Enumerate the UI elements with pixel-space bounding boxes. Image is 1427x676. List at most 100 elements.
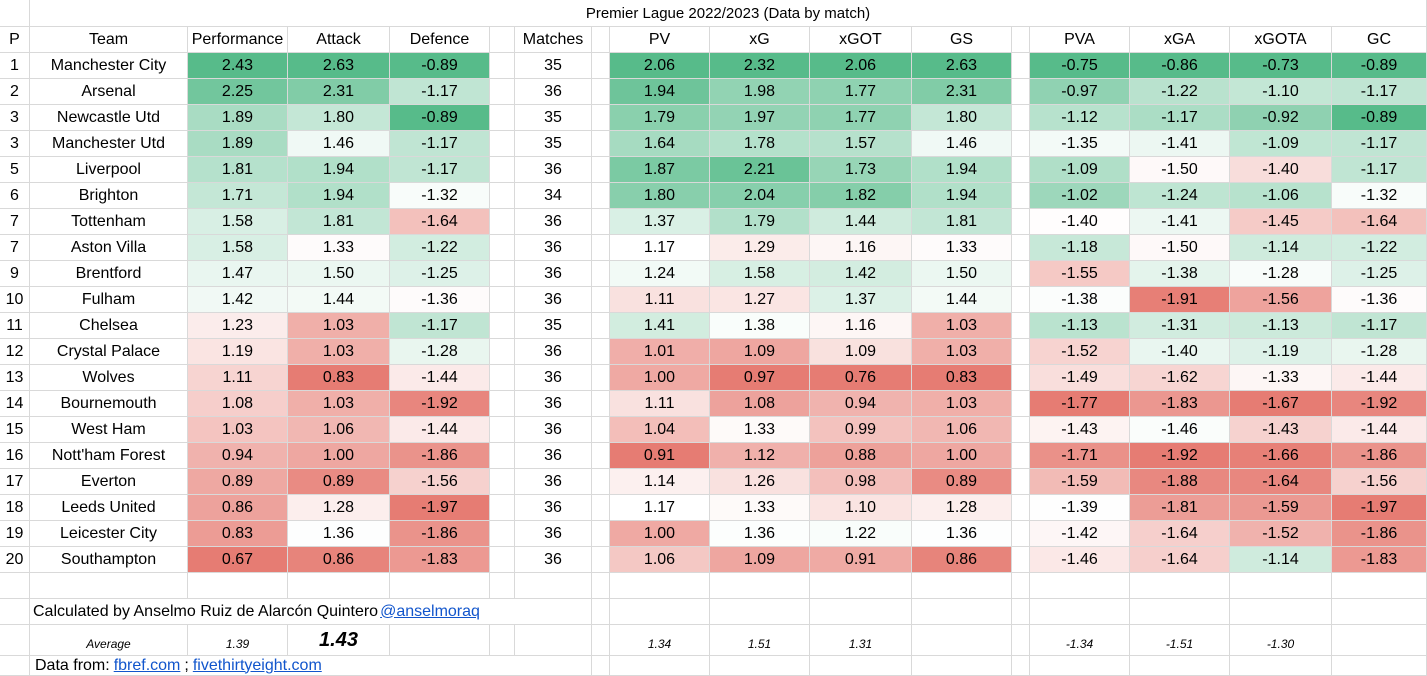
row-2-pv[interactable]: 1.94 xyxy=(610,79,710,105)
row-18-team[interactable]: Leeds United xyxy=(30,495,188,521)
empty-cell[interactable] xyxy=(1012,625,1030,656)
row-19-team[interactable]: Leicester City xyxy=(30,521,188,547)
row-9-xgota[interactable]: -1.28 xyxy=(1230,261,1332,287)
row-4-gc[interactable]: -1.17 xyxy=(1332,131,1427,157)
empty-cell[interactable] xyxy=(1230,599,1332,625)
empty-cell[interactable] xyxy=(390,573,490,599)
row-19-attack[interactable]: 1.36 xyxy=(288,521,390,547)
corner-cell[interactable] xyxy=(0,0,30,27)
gap-cell[interactable] xyxy=(592,287,610,313)
gap-cell[interactable] xyxy=(490,547,515,573)
gap-cell[interactable] xyxy=(592,261,610,287)
row-20-pos[interactable]: 20 xyxy=(0,547,30,573)
row-1-xgota[interactable]: -0.73 xyxy=(1230,53,1332,79)
gap-cell[interactable] xyxy=(1012,79,1030,105)
row-20-attack[interactable]: 0.86 xyxy=(288,547,390,573)
row-13-xg[interactable]: 0.97 xyxy=(710,365,810,391)
hdr-xg[interactable]: xG xyxy=(710,27,810,53)
row-18-pv[interactable]: 1.17 xyxy=(610,495,710,521)
row-3-pva[interactable]: -1.12 xyxy=(1030,105,1130,131)
empty-cell[interactable] xyxy=(1012,573,1030,599)
row-18-xga[interactable]: -1.81 xyxy=(1130,495,1230,521)
row-20-performance[interactable]: 0.67 xyxy=(188,547,288,573)
row-3-attack[interactable]: 1.80 xyxy=(288,105,390,131)
row-15-defence[interactable]: -1.44 xyxy=(390,417,490,443)
row-16-gc[interactable]: -1.86 xyxy=(1332,443,1427,469)
row-19-performance[interactable]: 0.83 xyxy=(188,521,288,547)
row-4-xg[interactable]: 1.78 xyxy=(710,131,810,157)
row-12-gs[interactable]: 1.03 xyxy=(912,339,1012,365)
empty-cell[interactable] xyxy=(912,573,1012,599)
row-8-gs[interactable]: 1.33 xyxy=(912,235,1012,261)
row-17-pv[interactable]: 1.14 xyxy=(610,469,710,495)
gap-cell[interactable] xyxy=(490,365,515,391)
row-11-attack[interactable]: 1.03 xyxy=(288,313,390,339)
gap-cell[interactable] xyxy=(1012,469,1030,495)
gap-cell[interactable] xyxy=(592,131,610,157)
row-6-xgota[interactable]: -1.06 xyxy=(1230,183,1332,209)
row-15-xgot[interactable]: 0.99 xyxy=(810,417,912,443)
empty-cell[interactable] xyxy=(0,573,30,599)
row-11-team[interactable]: Chelsea xyxy=(30,313,188,339)
gap-cell[interactable] xyxy=(592,443,610,469)
empty-cell[interactable] xyxy=(592,656,610,676)
row-9-matches[interactable]: 36 xyxy=(515,261,592,287)
empty-cell[interactable] xyxy=(1230,656,1332,676)
hdr-defence[interactable]: Defence xyxy=(390,27,490,53)
empty-cell[interactable] xyxy=(592,573,610,599)
row-11-pva[interactable]: -1.13 xyxy=(1030,313,1130,339)
row-4-xgota[interactable]: -1.09 xyxy=(1230,131,1332,157)
row-6-pv[interactable]: 1.80 xyxy=(610,183,710,209)
row-9-xgot[interactable]: 1.42 xyxy=(810,261,912,287)
row-5-gs[interactable]: 1.94 xyxy=(912,157,1012,183)
row-11-performance[interactable]: 1.23 xyxy=(188,313,288,339)
row-12-pos[interactable]: 12 xyxy=(0,339,30,365)
empty-cell[interactable] xyxy=(912,599,1012,625)
empty-cell[interactable] xyxy=(610,599,710,625)
empty-cell[interactable] xyxy=(390,625,490,656)
hdr-team[interactable]: Team xyxy=(30,27,188,53)
gap-cell[interactable] xyxy=(592,365,610,391)
row-9-team[interactable]: Brentford xyxy=(30,261,188,287)
row-2-gc[interactable]: -1.17 xyxy=(1332,79,1427,105)
gap-cell[interactable] xyxy=(592,209,610,235)
row-5-attack[interactable]: 1.94 xyxy=(288,157,390,183)
row-18-xg[interactable]: 1.33 xyxy=(710,495,810,521)
gap-cell[interactable] xyxy=(490,521,515,547)
row-5-xg[interactable]: 2.21 xyxy=(710,157,810,183)
row-17-attack[interactable]: 0.89 xyxy=(288,469,390,495)
row-16-team[interactable]: Nott'ham Forest xyxy=(30,443,188,469)
row-6-attack[interactable]: 1.94 xyxy=(288,183,390,209)
row-7-gc[interactable]: -1.64 xyxy=(1332,209,1427,235)
hdr-xga[interactable]: xGA xyxy=(1130,27,1230,53)
row-11-xga[interactable]: -1.31 xyxy=(1130,313,1230,339)
row-13-xgota[interactable]: -1.33 xyxy=(1230,365,1332,391)
credit-cell[interactable]: Calculated by Anselmo Ruiz de Alarcón Qu… xyxy=(30,599,592,625)
row-19-xga[interactable]: -1.64 xyxy=(1130,521,1230,547)
row-3-matches[interactable]: 35 xyxy=(515,105,592,131)
empty-cell[interactable] xyxy=(515,573,592,599)
row-3-performance[interactable]: 1.89 xyxy=(188,105,288,131)
empty-cell[interactable] xyxy=(515,625,592,656)
gap-cell[interactable] xyxy=(592,391,610,417)
row-11-matches[interactable]: 35 xyxy=(515,313,592,339)
row-20-matches[interactable]: 36 xyxy=(515,547,592,573)
row-5-xga[interactable]: -1.50 xyxy=(1130,157,1230,183)
row-17-matches[interactable]: 36 xyxy=(515,469,592,495)
row-16-xgota[interactable]: -1.66 xyxy=(1230,443,1332,469)
row-11-defence[interactable]: -1.17 xyxy=(390,313,490,339)
row-18-attack[interactable]: 1.28 xyxy=(288,495,390,521)
hdr-gap3[interactable] xyxy=(1012,27,1030,53)
gap-cell[interactable] xyxy=(1012,547,1030,573)
row-17-pva[interactable]: -1.59 xyxy=(1030,469,1130,495)
hdr-pva[interactable]: PVA xyxy=(1030,27,1130,53)
avg-pva[interactable]: -1.34 xyxy=(1030,625,1130,656)
row-9-defence[interactable]: -1.25 xyxy=(390,261,490,287)
row-7-xgot[interactable]: 1.44 xyxy=(810,209,912,235)
gap-cell[interactable] xyxy=(1012,209,1030,235)
row-2-pva[interactable]: -0.97 xyxy=(1030,79,1130,105)
hdr-pv[interactable]: PV xyxy=(610,27,710,53)
row-19-pva[interactable]: -1.42 xyxy=(1030,521,1130,547)
row-16-attack[interactable]: 1.00 xyxy=(288,443,390,469)
